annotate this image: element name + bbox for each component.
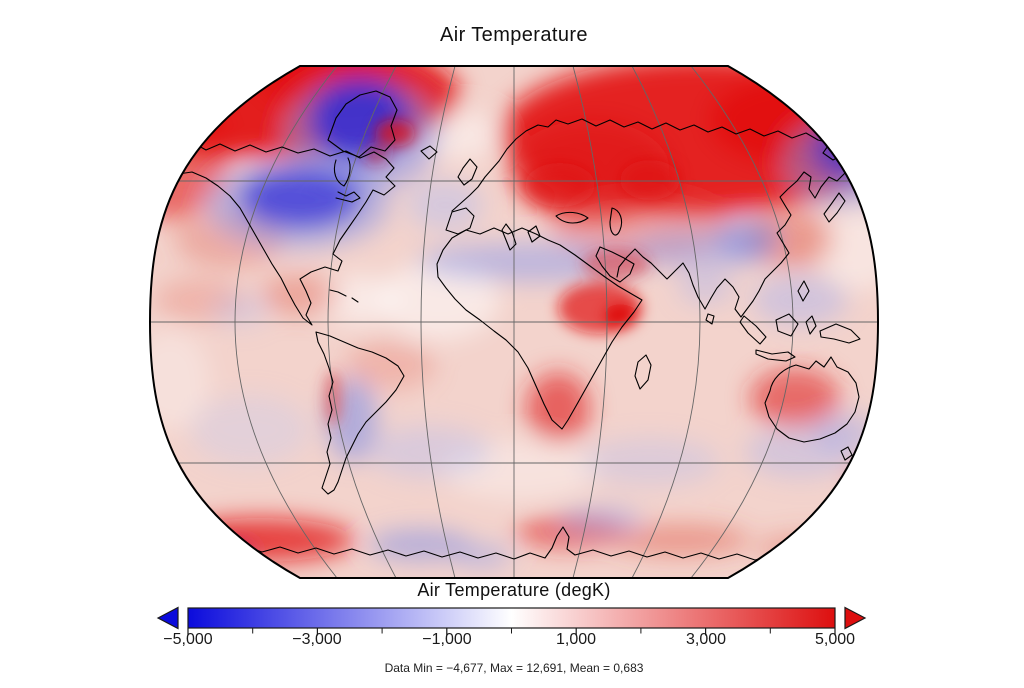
colorbar-tick-labels: −5,000 −3,000 −1,000 1,000 3,000 5,000 — [0, 631, 1024, 653]
coast-madagascar — [634, 354, 652, 390]
coast-eurasia — [451, 118, 853, 318]
coast-north-america — [151, 141, 396, 326]
coast-iberia — [445, 207, 475, 235]
coast-south-america — [315, 331, 405, 495]
coast-sulawesi — [805, 315, 817, 335]
coast-italy — [501, 223, 517, 251]
coast-uk — [457, 158, 478, 186]
coast-java — [755, 349, 796, 362]
tick-label: −3,000 — [292, 631, 342, 648]
coast-iceland — [420, 145, 438, 160]
tick-label: 5,000 — [814, 631, 856, 648]
tick-label: 1,000 — [555, 631, 597, 648]
graticule — [150, 66, 878, 578]
map-border — [148, 65, 880, 579]
coast-philippines — [797, 280, 810, 302]
coast-sri-lanka — [705, 313, 715, 325]
colorbar — [156, 606, 867, 636]
coast-new-guinea — [819, 323, 861, 344]
tick-label: 3,000 — [685, 631, 727, 648]
coast-arabia — [595, 246, 635, 283]
coast-black-sea — [555, 211, 589, 224]
coast-japan — [823, 192, 846, 223]
colorbar-major-ticks — [187, 628, 836, 636]
tick-label: −1,000 — [422, 631, 472, 648]
coast-borneo — [775, 313, 799, 337]
colorbar-title: Air Temperature (degK) — [417, 580, 611, 600]
coast-caspian-sea — [609, 207, 623, 236]
anomaly-field — [150, 66, 878, 578]
coast-greenland — [327, 90, 398, 158]
page-title: Air Temperature — [440, 24, 588, 46]
coast-antarctica — [189, 526, 840, 561]
colorbar-below-range-arrow — [156, 606, 179, 630]
coast-new-zealand — [857, 452, 878, 487]
coast-great-lakes — [335, 191, 361, 203]
coast-caribbean-islands — [329, 289, 359, 303]
coast-australia — [764, 356, 860, 443]
colorbar-minor-ticks — [252, 628, 771, 634]
coast-greece — [527, 225, 541, 243]
colorbar-gradient-bar — [187, 607, 836, 629]
anomaly-blobs-small — [324, 119, 680, 426]
coast-tasmania — [840, 446, 853, 461]
colorbar-above-range-arrow — [844, 606, 867, 630]
data-stats-caption: Data Min = −4,677, Max = 12,691, Mean = … — [384, 661, 644, 675]
coast-sumatra — [739, 315, 767, 345]
coastlines — [151, 90, 878, 561]
tick-label: −5,000 — [163, 631, 213, 648]
coast-hudson-bay — [333, 157, 351, 187]
